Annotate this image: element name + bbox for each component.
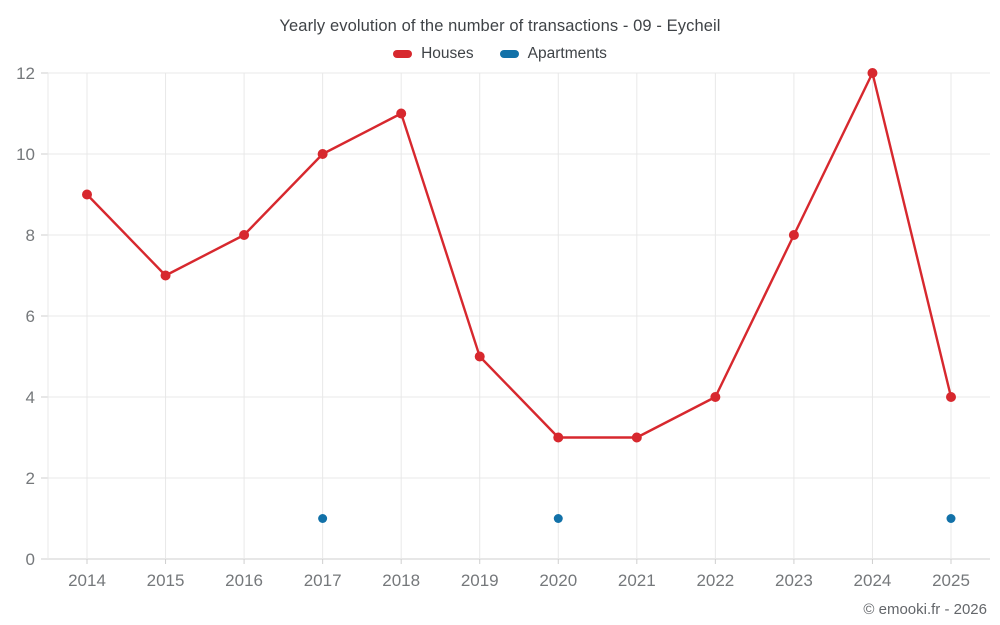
x-tick-label: 2020 bbox=[539, 571, 577, 590]
x-tick-label: 2022 bbox=[696, 571, 734, 590]
x-tick-label: 2021 bbox=[618, 571, 656, 590]
x-tick-label: 2023 bbox=[775, 571, 813, 590]
legend-label-apartments: Apartments bbox=[527, 45, 607, 62]
houses-point[interactable] bbox=[788, 230, 799, 240]
houses-point[interactable] bbox=[82, 189, 92, 200]
houses-point[interactable] bbox=[160, 270, 171, 281]
houses-point[interactable] bbox=[710, 392, 721, 402]
houses-point[interactable] bbox=[474, 351, 485, 362]
apartments-point[interactable] bbox=[946, 514, 956, 523]
chart-legend: Houses Apartments bbox=[0, 45, 1000, 63]
apartments-point[interactable] bbox=[553, 514, 563, 523]
y-tick-label: 0 bbox=[26, 550, 35, 569]
houses-legend-swatch-icon bbox=[393, 50, 413, 58]
houses-point[interactable] bbox=[317, 149, 328, 159]
x-tick-label: 2017 bbox=[304, 571, 342, 590]
y-tick-label: 4 bbox=[26, 388, 35, 407]
houses-point[interactable] bbox=[396, 108, 407, 119]
apartments-legend-swatch-icon bbox=[499, 50, 519, 58]
x-tick-label: 2024 bbox=[854, 571, 892, 590]
y-tick-label: 8 bbox=[26, 226, 35, 245]
x-tick-label: 2014 bbox=[68, 571, 106, 590]
houses-point[interactable] bbox=[239, 230, 250, 240]
legend-item-apartments[interactable]: Apartments bbox=[499, 45, 607, 63]
houses-line bbox=[86, 71, 953, 439]
houses-point[interactable] bbox=[946, 392, 956, 402]
y-tick-label: 2 bbox=[26, 469, 35, 488]
y-tick-label: 10 bbox=[16, 145, 35, 164]
chart-title: Yearly evolution of the number of transa… bbox=[279, 17, 721, 35]
houses-point[interactable] bbox=[631, 432, 642, 443]
copyright-text: © emooki.fr - 2026 bbox=[863, 601, 987, 618]
apartments-point[interactable] bbox=[318, 514, 328, 523]
x-tick-label: 2016 bbox=[225, 571, 263, 590]
x-tick-label: 2019 bbox=[461, 571, 499, 590]
houses-point[interactable] bbox=[553, 432, 564, 443]
x-tick-label: 2018 bbox=[382, 571, 420, 590]
houses-point[interactable] bbox=[867, 68, 878, 78]
y-tick-label: 6 bbox=[26, 307, 35, 326]
y-tick-label: 12 bbox=[16, 64, 35, 83]
x-tick-label: 2025 bbox=[932, 571, 970, 590]
legend-label-houses: Houses bbox=[421, 45, 474, 62]
x-tick-label: 2015 bbox=[147, 571, 185, 590]
legend-item-houses[interactable]: Houses bbox=[393, 45, 474, 63]
